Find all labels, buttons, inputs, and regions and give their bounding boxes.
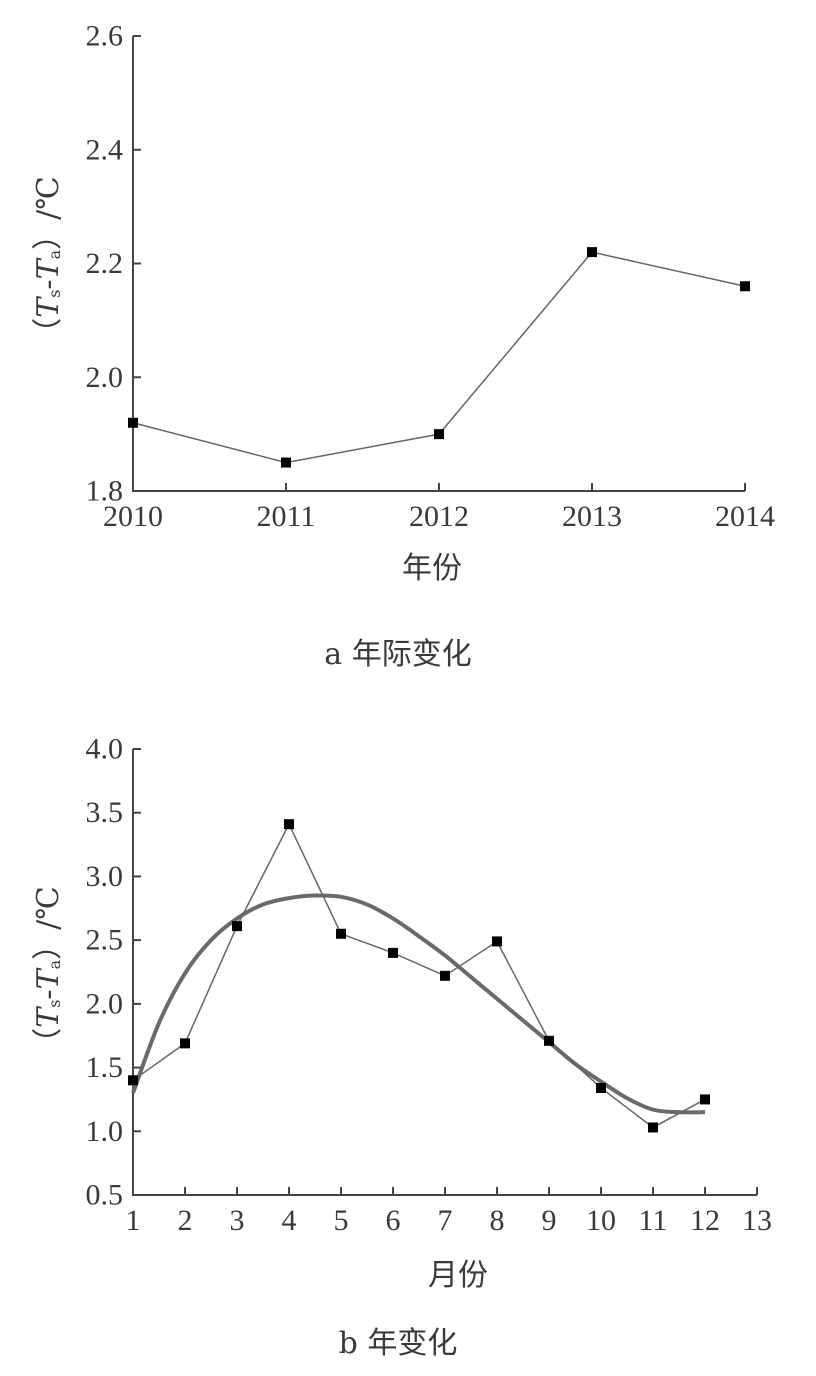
chart-b-data-point <box>232 921 242 932</box>
chart-b-x-tick-label: 13 <box>742 1204 772 1237</box>
chart-b-data-point <box>648 1122 658 1133</box>
chart-b-x-tick-label: 1 <box>126 1204 141 1237</box>
chart-b-data-point <box>440 970 450 981</box>
chart-b-y-tick-label: 3.0 <box>86 860 124 893</box>
chart-b-monthly: 0.51.01.52.02.53.03.54.01 2 3 4 5 6 7 8 9 10 11 12 1… <box>31 733 773 1362</box>
chart-b-x-tick-label: 7 <box>438 1204 453 1237</box>
chart-b-data-point <box>284 819 294 830</box>
chart-a-x-tick-label: 2011 <box>257 500 316 533</box>
chart-b-data-point <box>336 928 346 939</box>
chart-b-x-tick-label: 12 <box>690 1204 720 1237</box>
chart-a-caption: a 年际变化 <box>324 637 471 672</box>
chart-b-x-tick-label: 2 <box>178 1204 193 1237</box>
chart-b-data-point <box>700 1094 710 1105</box>
chart-b-data-point <box>544 1035 554 1046</box>
chart-a-y-tick-label: 2.6 <box>86 20 124 53</box>
chart-b-caption: b 年变化 <box>339 1326 458 1361</box>
chart-b-data-point <box>388 947 398 958</box>
chart-a-data-point <box>128 417 138 428</box>
chart-b-y-axis-title: （Ts-Ta）/℃ <box>31 886 66 1058</box>
chart-a-x-axis-title: 年份 <box>402 551 462 586</box>
chart-a-y-tick-label: 2.0 <box>86 361 124 394</box>
chart-b-x-tick-label: 11 <box>639 1204 668 1237</box>
chart-a-x-tick-label: 2010 <box>103 500 163 533</box>
chart-b-y-tick-label: 3.5 <box>86 796 124 829</box>
chart-b-fit-curve <box>131 893 706 1115</box>
chart-a-x-tick-label: 2012 <box>409 500 469 533</box>
chart-b-x-tick-label: 6 <box>386 1204 401 1237</box>
chart-a-y-tick-label: 2.2 <box>86 247 124 280</box>
chart-b-x-tick-label: 8 <box>490 1204 505 1237</box>
chart-b-data-point <box>596 1082 606 1093</box>
chart-b-x-tick-label: 9 <box>542 1204 557 1237</box>
chart-b-y-tick-label: 4.0 <box>86 733 124 766</box>
chart-a-data-point <box>281 457 291 468</box>
chart-b-x-tick-label: 4 <box>282 1204 297 1237</box>
chart-b-x-tick-label: 10 <box>586 1204 616 1237</box>
chart-a-x-tick-label: 2013 <box>562 500 622 533</box>
chart-a-y-tick-label: 1.8 <box>86 475 124 508</box>
chart-a-y-tick-label: 2.4 <box>86 133 124 166</box>
chart-a-data-point <box>587 247 597 258</box>
chart-b-data-point <box>492 936 502 947</box>
chart-b-y-tick-label: 2.5 <box>86 924 124 957</box>
chart-b-data-point <box>128 1075 138 1086</box>
chart-b-series-line <box>132 822 706 1129</box>
chart-b-y-tick-label: 1.0 <box>86 1115 124 1148</box>
chart-b-y-tick-label: 2.0 <box>86 987 124 1020</box>
chart-b-y-tick-label: 0.5 <box>86 1179 124 1212</box>
chart-a-annual: 1.8 2.0 2.2 2.4 2.6 2010 2011 2012 2013 2014 （Ts-… <box>31 20 776 673</box>
chart-b-x-axis-title: 月份 <box>428 1258 488 1293</box>
chart-b-y-tick-label: 1.5 <box>86 1051 124 1084</box>
chart-a-y-axis-title: （Ts-Ta）/℃ <box>31 176 66 348</box>
chart-a-data-point <box>434 429 444 440</box>
chart-b-x-tick-label: 5 <box>334 1204 349 1237</box>
chart-a-x-tick-label: 2014 <box>715 500 775 533</box>
chart-b-data-point <box>180 1038 190 1049</box>
chart-b-x-tick-label: 3 <box>230 1204 245 1237</box>
chart-a-data-point <box>740 281 750 292</box>
